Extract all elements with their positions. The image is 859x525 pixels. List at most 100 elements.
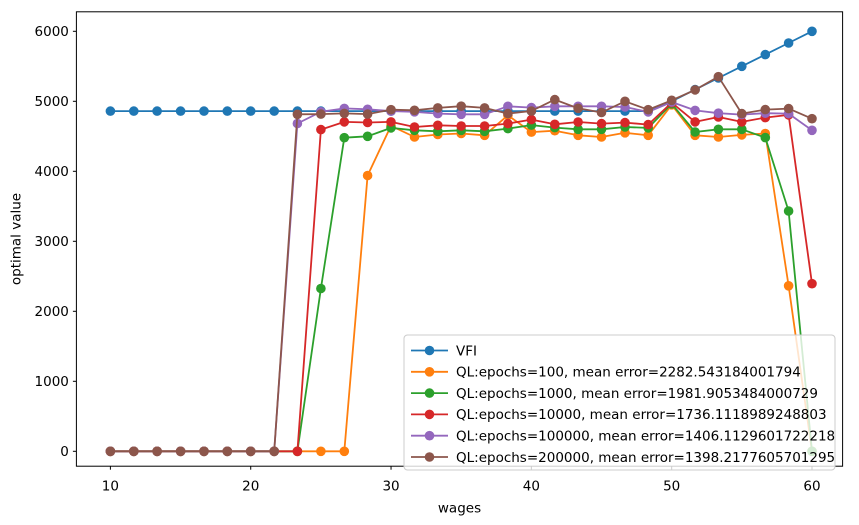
series-5 xyxy=(105,71,817,457)
data-point-marker xyxy=(573,103,583,114)
data-point-marker xyxy=(362,170,373,181)
data-point-marker xyxy=(573,124,583,135)
data-point-marker xyxy=(783,38,794,48)
legend-marker-icon xyxy=(424,430,435,441)
data-point-marker xyxy=(222,106,233,116)
data-point-marker xyxy=(479,121,490,131)
data-point-marker xyxy=(526,127,537,137)
data-point-marker xyxy=(596,107,607,118)
data-point-marker xyxy=(222,446,233,457)
data-point-marker xyxy=(760,132,771,143)
data-point-marker xyxy=(620,96,630,107)
data-point-marker xyxy=(105,446,116,457)
data-point-marker xyxy=(666,95,677,106)
legend-marker-icon xyxy=(424,367,435,377)
data-point-marker xyxy=(362,117,373,128)
data-point-marker xyxy=(807,26,817,37)
data-point-marker xyxy=(433,103,443,113)
y-axis-label: optimal value xyxy=(9,193,25,285)
legend-item-2: QL:epochs=1000, mean error=1981.90534840… xyxy=(411,386,818,402)
data-point-marker xyxy=(339,108,350,119)
y-tick-label-0: 0 xyxy=(60,444,69,460)
y-tick-label-1000: 1000 xyxy=(35,374,69,390)
legend-item-1: QL:epochs=100, mean error=2282.543184001… xyxy=(411,365,801,381)
data-point-marker xyxy=(456,121,467,131)
data-point-marker xyxy=(737,61,747,72)
data-point-marker xyxy=(807,113,817,124)
legend-label-1: QL:epochs=100, mean error=2282.543184001… xyxy=(456,365,801,381)
legend-marker-icon xyxy=(424,409,435,420)
data-point-marker xyxy=(713,71,724,82)
data-point-marker xyxy=(550,94,560,105)
data-point-marker xyxy=(152,106,162,116)
y-axis: 0 1000 2000 3000 4000 5000 6000 xyxy=(35,24,77,460)
data-point-marker xyxy=(526,114,537,125)
data-point-marker xyxy=(783,281,794,291)
data-point-marker xyxy=(550,119,560,130)
data-point-marker xyxy=(503,101,513,112)
data-point-marker xyxy=(245,446,256,457)
data-point-marker xyxy=(409,132,420,142)
y-tick-label-3000: 3000 xyxy=(35,234,69,250)
data-point-marker xyxy=(503,108,513,119)
data-point-marker xyxy=(690,105,700,116)
data-point-marker xyxy=(456,101,467,111)
data-point-marker xyxy=(713,108,724,118)
data-point-marker xyxy=(643,130,653,141)
data-point-marker xyxy=(573,117,583,127)
series-line-0 xyxy=(110,30,813,112)
legend-item-3: QL:epochs=10000, mean error=1736.1118989… xyxy=(411,407,827,423)
data-point-marker xyxy=(620,117,630,128)
data-point-marker xyxy=(783,103,794,114)
legend: VFI QL:epochs=100, mean error=2282.543184… xyxy=(403,334,836,471)
data-point-marker xyxy=(175,106,186,116)
data-point-marker xyxy=(807,278,817,289)
x-tick-label-40: 40 xyxy=(523,479,540,495)
data-point-marker xyxy=(129,446,139,457)
data-point-marker xyxy=(362,109,373,119)
data-point-marker xyxy=(596,132,607,142)
data-point-marker xyxy=(433,120,443,131)
data-point-marker xyxy=(105,106,116,116)
data-point-marker xyxy=(129,106,139,116)
data-point-marker xyxy=(292,109,303,120)
y-tick-label-2000: 2000 xyxy=(35,304,69,320)
data-point-marker xyxy=(292,446,303,457)
data-point-marker xyxy=(550,101,560,112)
data-point-marker xyxy=(269,446,280,457)
x-tick-label-10: 10 xyxy=(102,479,119,495)
data-point-marker xyxy=(737,124,747,135)
data-point-marker xyxy=(316,124,326,135)
legend-item-4: QL:epochs=100000, mean error=1406.112960… xyxy=(411,429,835,445)
legend-box xyxy=(403,334,836,471)
legend-label-5: QL:epochs=200000, mean error=1398.217760… xyxy=(456,450,835,466)
data-point-marker xyxy=(643,119,653,130)
data-point-marker xyxy=(737,117,747,127)
data-point-marker xyxy=(339,446,350,457)
data-point-marker xyxy=(690,85,700,95)
legend-item-5: QL:epochs=200000, mean error=1398.217760… xyxy=(411,450,835,466)
legend-marker-icon xyxy=(424,452,435,462)
legend-label-4: QL:epochs=100000, mean error=1406.112960… xyxy=(456,429,835,445)
y-tick-label-4000: 4000 xyxy=(35,164,69,180)
x-tick-label-20: 20 xyxy=(242,479,259,495)
data-point-marker xyxy=(199,106,209,116)
x-tick-label-50: 50 xyxy=(663,479,680,495)
data-point-marker xyxy=(409,122,420,132)
data-point-marker xyxy=(737,108,747,119)
data-point-marker xyxy=(807,125,817,136)
y-tick-label-5000: 5000 xyxy=(35,94,69,110)
data-point-marker xyxy=(783,206,794,216)
data-point-marker xyxy=(479,103,490,113)
legend-marker-icon xyxy=(424,388,435,398)
data-point-marker xyxy=(713,124,724,135)
data-point-marker xyxy=(175,446,186,457)
data-point-marker xyxy=(269,106,280,116)
x-axis-label: wages xyxy=(438,501,481,517)
data-point-marker xyxy=(339,117,350,127)
x-tick-label-30: 30 xyxy=(382,479,399,495)
data-point-marker xyxy=(199,446,209,457)
data-point-marker xyxy=(760,104,771,115)
